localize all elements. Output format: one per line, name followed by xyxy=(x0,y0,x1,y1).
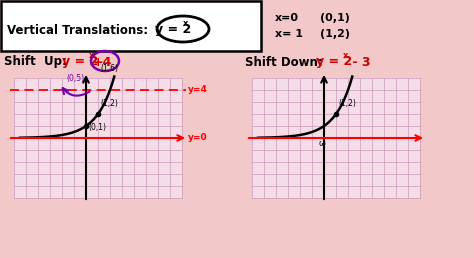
Text: Vertical Translations:: Vertical Translations: xyxy=(7,23,148,36)
Text: (0,1): (0,1) xyxy=(320,13,350,23)
FancyBboxPatch shape xyxy=(14,78,182,198)
Text: Shift  Up:: Shift Up: xyxy=(4,55,67,69)
FancyBboxPatch shape xyxy=(252,78,420,198)
Text: Shift Down:: Shift Down: xyxy=(245,55,323,69)
Text: y=0: y=0 xyxy=(188,133,208,142)
Text: (1,2): (1,2) xyxy=(100,99,118,108)
Text: x=0: x=0 xyxy=(275,13,299,23)
Text: x= 1: x= 1 xyxy=(275,29,303,39)
Text: (1,6): (1,6) xyxy=(100,64,118,73)
Text: (0,5): (0,5) xyxy=(66,74,84,83)
FancyBboxPatch shape xyxy=(1,1,261,51)
Text: y = 2: y = 2 xyxy=(155,23,191,36)
Text: x: x xyxy=(183,19,188,28)
Text: y = 2: y = 2 xyxy=(316,55,352,69)
Text: (1,2): (1,2) xyxy=(338,99,356,108)
Text: x: x xyxy=(343,51,348,60)
Text: (1,2): (1,2) xyxy=(320,29,350,39)
Text: ω: ω xyxy=(319,139,326,148)
Text: y=4: y=4 xyxy=(188,85,208,94)
Text: +4: +4 xyxy=(93,55,112,69)
Text: y = 2: y = 2 xyxy=(62,55,98,69)
Text: x: x xyxy=(89,51,94,60)
Text: (0,1): (0,1) xyxy=(88,123,106,132)
Text: - 3: - 3 xyxy=(348,55,371,69)
